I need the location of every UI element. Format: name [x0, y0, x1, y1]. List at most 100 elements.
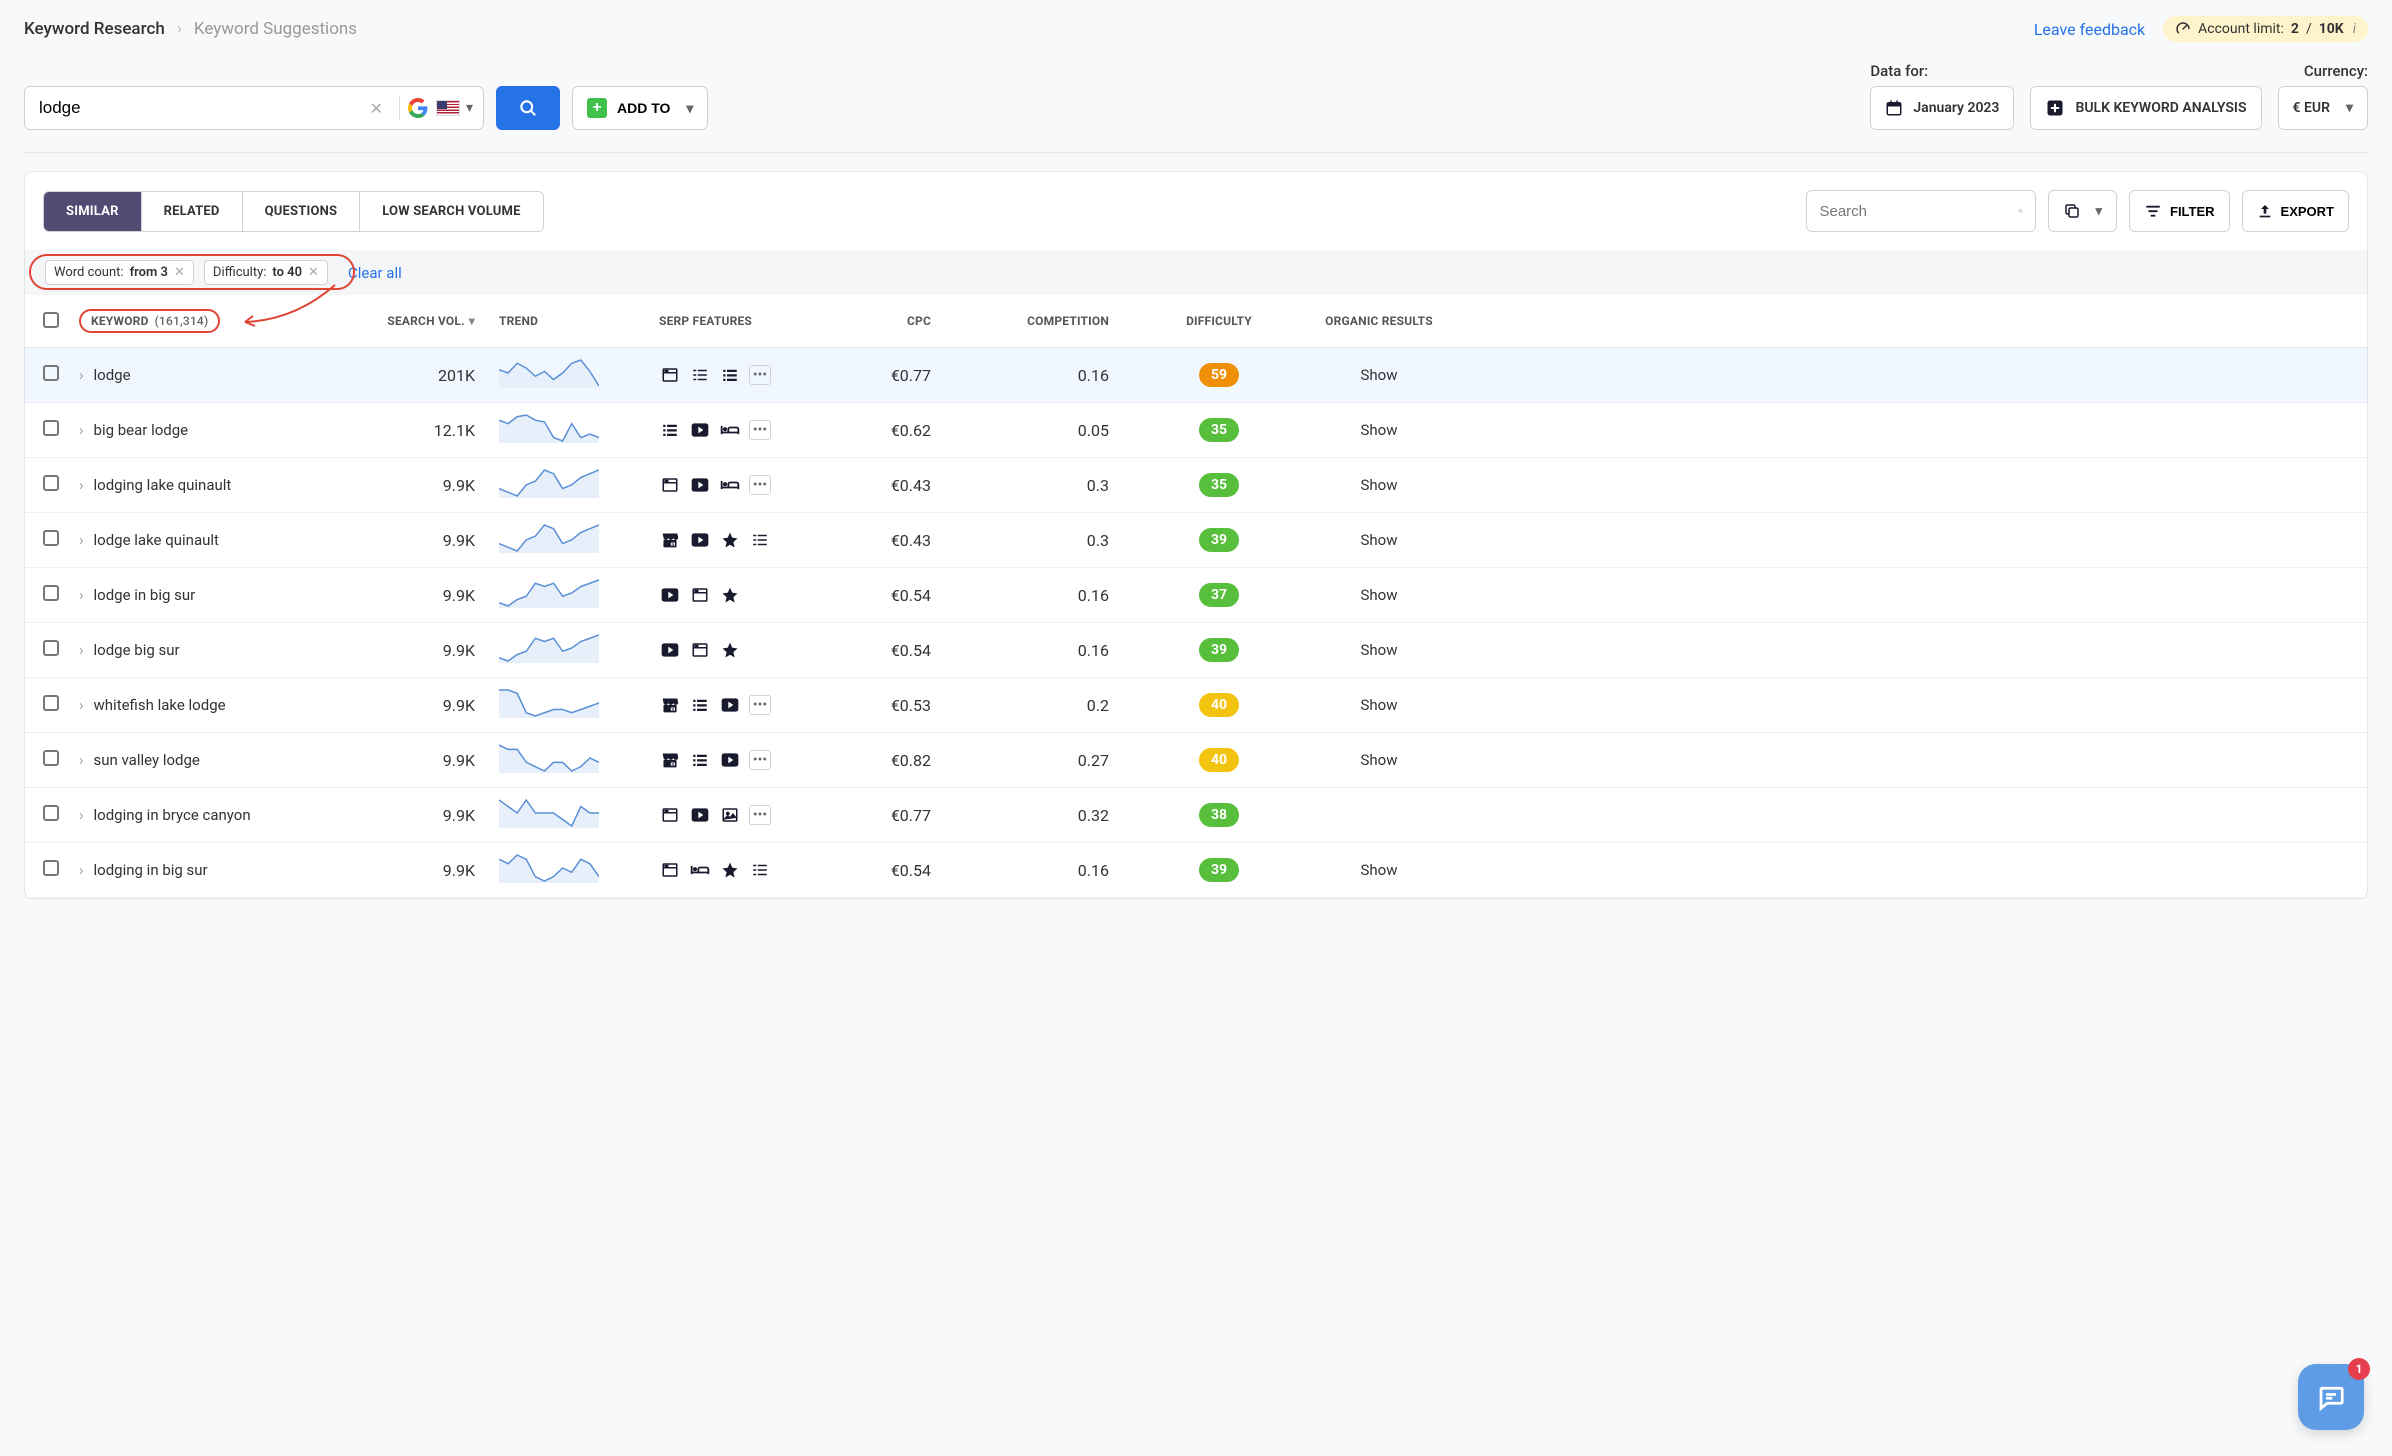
organic-show-link[interactable]: Show [1361, 751, 1398, 769]
clear-input-icon[interactable]: ✕ [362, 99, 391, 118]
chevron-down-icon: ▾ [2346, 100, 2353, 116]
trend-sparkline [499, 633, 659, 667]
row-checkbox[interactable] [43, 530, 59, 546]
keyword-text[interactable]: whitefish lake lodge [94, 696, 226, 714]
difficulty-pill: 39 [1199, 638, 1239, 662]
filter-button[interactable]: FILTER [2129, 190, 2230, 232]
row-checkbox[interactable] [43, 640, 59, 656]
serp-star-icon [719, 640, 741, 660]
table-row: ›big bear lodge 12.1K ••• €0.62 0.05 35 … [25, 403, 2367, 458]
expand-icon[interactable]: › [79, 531, 84, 549]
organic-show-link[interactable]: Show [1361, 641, 1398, 659]
trend-sparkline [499, 413, 659, 447]
export-button[interactable]: EXPORT [2242, 190, 2349, 232]
trend-sparkline [499, 853, 659, 887]
remove-chip-icon[interactable]: ✕ [308, 265, 319, 280]
cpc-value: €0.54 [829, 861, 959, 880]
competition-value: 0.05 [959, 421, 1139, 440]
serp-window-icon [659, 365, 681, 385]
info-icon[interactable]: i [2351, 21, 2356, 37]
row-checkbox[interactable] [43, 805, 59, 821]
search-button[interactable] [496, 86, 560, 130]
table-row: ›lodging lake quinault 9.9K ••• €0.43 0.… [25, 458, 2367, 513]
flag-us-icon[interactable] [436, 100, 460, 116]
expand-icon[interactable]: › [79, 751, 84, 769]
keyword-text[interactable]: lodging in big sur [94, 861, 208, 879]
add-to-button[interactable]: + ADD TO ▾ [572, 86, 708, 130]
serp-video-icon [689, 805, 711, 825]
trend-sparkline [499, 578, 659, 612]
expand-icon[interactable]: › [79, 366, 84, 384]
breadcrumb: Keyword Research › Keyword Suggestions [24, 19, 357, 39]
date-picker[interactable]: January 2023 [1870, 86, 2014, 130]
row-checkbox[interactable] [43, 750, 59, 766]
expand-icon[interactable]: › [79, 806, 84, 824]
organic-show-link[interactable]: Show [1361, 366, 1398, 384]
sort-search-vol[interactable]: SEARCH VOL.▾ [349, 314, 499, 328]
copy-icon [2063, 202, 2081, 220]
tabs: SIMILARRELATEDQUESTIONSLOW SEARCH VOLUME [43, 191, 544, 232]
chevron-down-icon: ▾ [686, 100, 693, 117]
currency-selector[interactable]: € EUR ▾ [2278, 86, 2369, 130]
chevron-down-icon[interactable]: ▾ [466, 100, 473, 116]
table-search-input[interactable] [1819, 203, 2018, 220]
row-checkbox[interactable] [43, 420, 59, 436]
keyword-text[interactable]: lodge in big sur [94, 586, 196, 604]
breadcrumb-root[interactable]: Keyword Research [24, 19, 165, 39]
serp-listalt-icon [689, 750, 711, 770]
search-icon [2018, 203, 2023, 219]
keyword-text[interactable]: lodge lake quinault [94, 531, 219, 549]
expand-icon[interactable]: › [79, 586, 84, 604]
serp-features: ••• [659, 420, 829, 440]
organic-show-link[interactable]: Show [1361, 696, 1398, 714]
clear-all-link[interactable]: Clear all [348, 264, 402, 282]
keyword-text[interactable]: lodging lake quinault [94, 476, 232, 494]
organic-show-link[interactable]: Show [1361, 861, 1398, 879]
keyword-text[interactable]: sun valley lodge [94, 751, 200, 769]
row-checkbox[interactable] [43, 475, 59, 491]
google-icon[interactable] [408, 98, 428, 118]
expand-icon[interactable]: › [79, 696, 84, 714]
copy-button[interactable]: ▾ [2048, 190, 2117, 232]
competition-value: 0.27 [959, 751, 1139, 770]
expand-icon[interactable]: › [79, 641, 84, 659]
serp-star-icon [719, 860, 741, 880]
tab-questions[interactable]: QUESTIONS [243, 192, 361, 231]
cpc-value: €0.77 [829, 806, 959, 825]
expand-icon[interactable]: › [79, 421, 84, 439]
search-volume: 201K [349, 366, 499, 385]
row-checkbox[interactable] [43, 365, 59, 381]
expand-icon[interactable]: › [79, 476, 84, 494]
currency-label: Currency: [2278, 62, 2369, 80]
keyword-input[interactable] [39, 98, 362, 118]
leave-feedback-link[interactable]: Leave feedback [2034, 20, 2145, 39]
chat-fab[interactable]: 1 [2298, 1364, 2364, 1430]
keyword-text[interactable]: big bear lodge [94, 421, 189, 439]
trend-sparkline [499, 688, 659, 722]
organic-show-link[interactable]: Show [1361, 421, 1398, 439]
organic-show-link[interactable]: Show [1361, 586, 1398, 604]
remove-chip-icon[interactable]: ✕ [174, 265, 185, 280]
expand-icon[interactable]: › [79, 861, 84, 879]
tab-low-search-volume[interactable]: LOW SEARCH VOLUME [360, 192, 542, 231]
bulk-analysis-button[interactable]: BULK KEYWORD ANALYSIS [2030, 86, 2261, 130]
table-row: ›whitefish lake lodge 9.9K G••• €0.53 0.… [25, 678, 2367, 733]
filter-chip: Word count: from 3 ✕ [45, 260, 194, 285]
row-checkbox[interactable] [43, 860, 59, 876]
tab-similar[interactable]: SIMILAR [44, 192, 142, 231]
difficulty-pill: 35 [1199, 473, 1239, 497]
serp-video-icon [719, 695, 741, 715]
select-all-checkbox[interactable] [43, 312, 59, 328]
serp-features: G••• [659, 695, 829, 715]
serp-listalt-icon [689, 695, 711, 715]
organic-show-link[interactable]: Show [1361, 476, 1398, 494]
row-checkbox[interactable] [43, 585, 59, 601]
organic-show-link[interactable]: Show [1361, 531, 1398, 549]
keyword-text[interactable]: lodging in bryce canyon [94, 806, 251, 824]
serp-features: G••• [659, 750, 829, 770]
keyword-text[interactable]: lodge big sur [94, 641, 180, 659]
serp-list-icon [689, 365, 711, 385]
row-checkbox[interactable] [43, 695, 59, 711]
keyword-text[interactable]: lodge [94, 366, 131, 384]
tab-related[interactable]: RELATED [142, 192, 243, 231]
